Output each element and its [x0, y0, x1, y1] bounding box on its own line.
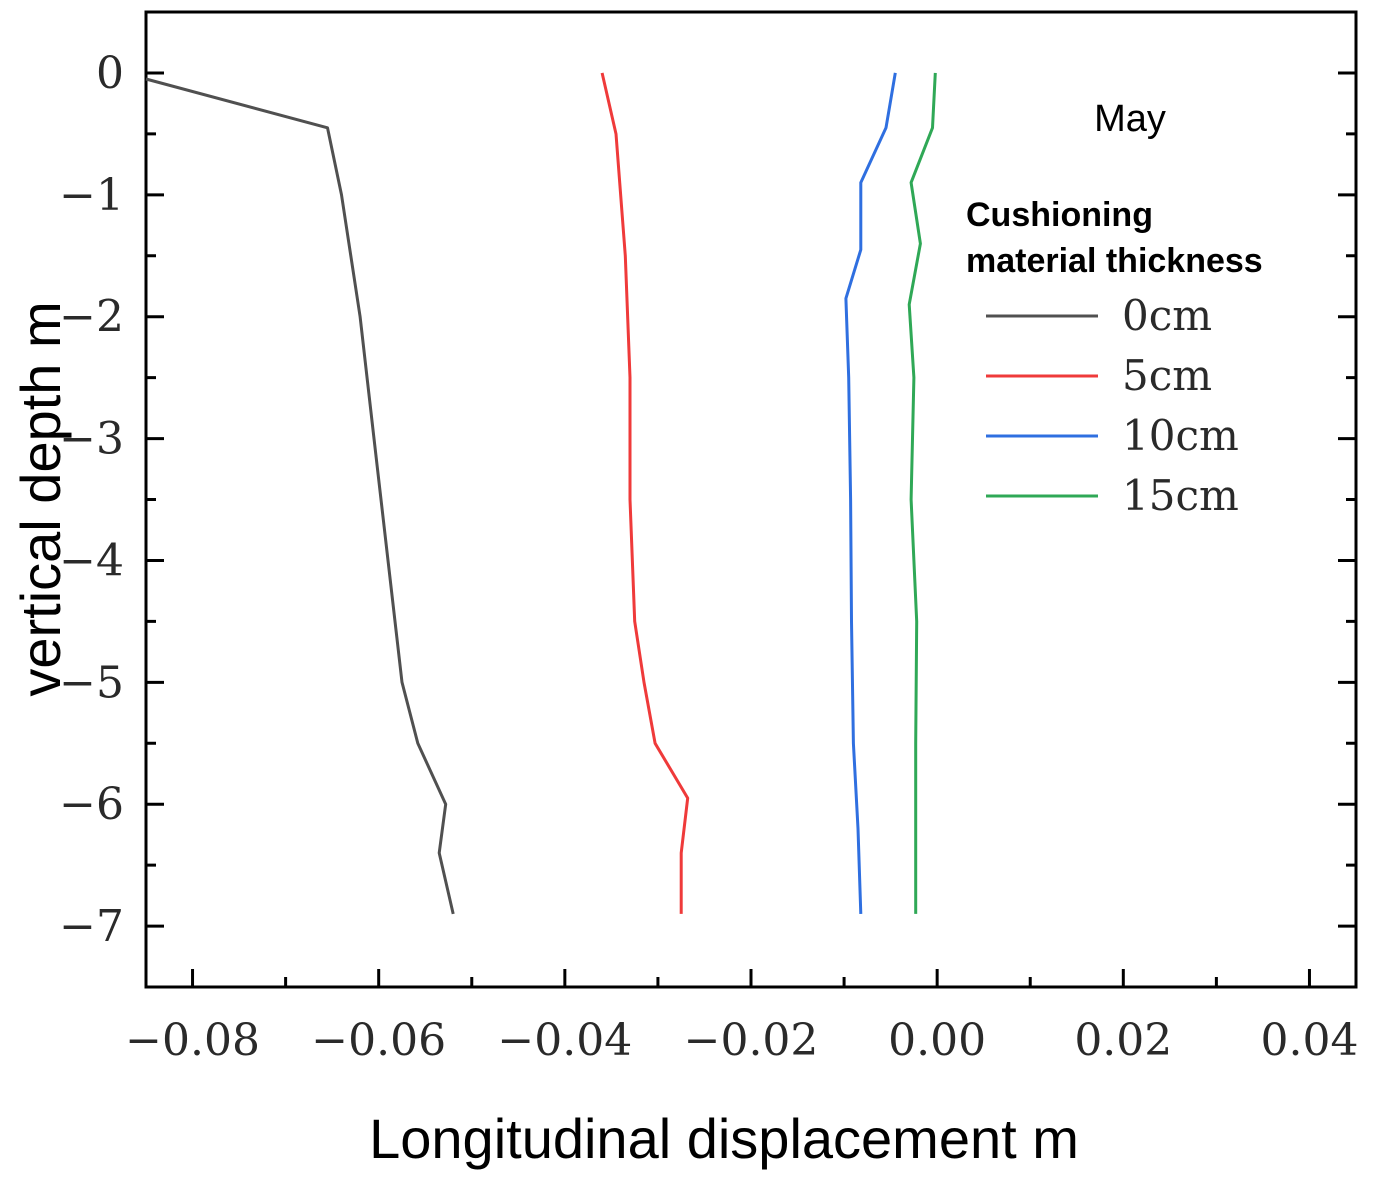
legend-title-line-2: material thickness [966, 242, 1263, 280]
series-line-15cm [907, 72, 937, 914]
series-line-5cm [600, 72, 690, 914]
plot-area [144, 10, 1358, 989]
series-line-10cm [844, 72, 897, 914]
legend-label-0cm: 0cm [1122, 291, 1212, 340]
x-tick-label: −0.02 [684, 1015, 819, 1066]
y-tick-label: −5 [59, 657, 124, 708]
legend-label-5cm: 5cm [1122, 351, 1212, 400]
legend-title-line-1: Cushioning [966, 196, 1153, 234]
legend-label-10cm: 10cm [1122, 411, 1239, 460]
x-tick-label: −0.08 [125, 1015, 260, 1066]
x-tick-label: 0.04 [1260, 1015, 1358, 1066]
y-tick-label: −4 [59, 535, 124, 586]
x-axis-title: Longitudinal displacement m [369, 1107, 1079, 1170]
y-tick-label: 0 [96, 48, 124, 99]
month-annotation: May [1094, 98, 1166, 140]
y-tick-label: −6 [59, 779, 124, 830]
series-lines [145, 72, 937, 915]
y-tick-labels: 0 −1 −2 −3 −4 −5 −6 −7 [59, 48, 124, 952]
y-tick-label: −3 [59, 414, 124, 465]
legend-label-15cm: 15cm [1122, 471, 1239, 520]
y-tick-label: −7 [59, 901, 124, 952]
series-line-0cm [145, 77, 455, 915]
x-tick-label: 0.00 [888, 1015, 986, 1066]
axis-ticks [146, 10, 1356, 989]
x-tick-label: −0.04 [497, 1015, 632, 1066]
legend-entries: 0cm 5cm 10cm 15cm [986, 291, 1239, 520]
y-tick-label: −1 [59, 170, 124, 221]
x-tick-label: 0.02 [1074, 1015, 1172, 1066]
x-tick-labels: −0.08 −0.06 −0.04 −0.02 0.00 0.02 0.04 [125, 1015, 1358, 1066]
y-tick-label: −2 [59, 292, 124, 343]
legend: Cushioning material thickness 0cm 5cm 10cm… [966, 196, 1263, 520]
y-axis-title: vertical depth m [9, 301, 72, 696]
x-tick-label: −0.06 [311, 1015, 446, 1066]
